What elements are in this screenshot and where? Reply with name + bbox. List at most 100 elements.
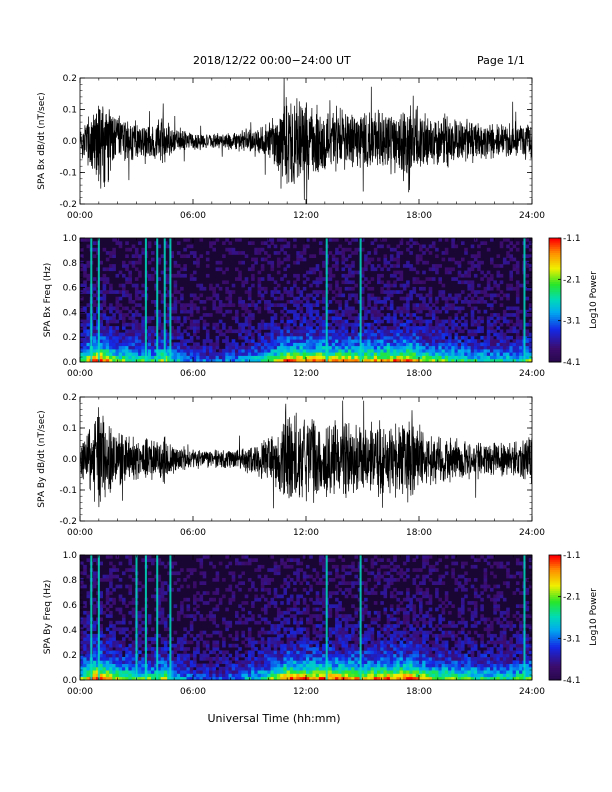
spectrogram-cell: [441, 352, 446, 356]
spectrogram-cell: [86, 617, 91, 622]
spectrogram-cell: [354, 355, 358, 360]
spectrogram-cell: [293, 342, 297, 347]
spectrogram-cell: [134, 342, 139, 347]
spectrogram-cell: [415, 339, 420, 343]
spectrogram-cell: [419, 280, 423, 285]
spectrogram-cell: [241, 630, 245, 635]
spectrogram-cell: [212, 286, 216, 291]
spectrogram-cell: [519, 326, 523, 330]
spectrogram-cell: [276, 660, 281, 664]
spectrogram-cell: [286, 558, 291, 562]
spectrogram-cell: [354, 319, 358, 324]
spectrogram-cell: [189, 348, 194, 353]
spectrogram-cell: [215, 660, 220, 664]
spectrogram-cell: [147, 345, 152, 350]
spectrogram-cell: [273, 666, 278, 671]
spectrogram-cell: [306, 348, 310, 353]
spectrogram-cell: [457, 280, 462, 285]
spectrogram-cell: [215, 355, 220, 360]
spectrogram-cell: [128, 568, 132, 572]
spectrogram-cell: [251, 643, 255, 648]
spectrogram-cell: [186, 640, 191, 645]
colorbar-segment: [549, 256, 561, 260]
spectrogram-cell: [218, 657, 223, 661]
spectrogram-cell: [525, 273, 530, 278]
spectrogram-cell: [102, 670, 107, 674]
spectrogram-cell: [419, 296, 423, 301]
spectrogram-cell: [115, 309, 120, 314]
spectrogram-cell: [289, 653, 294, 658]
spectrogram-cell: [344, 280, 349, 285]
spectrogram-cell: [141, 283, 145, 288]
spectrogram-cell: [215, 670, 220, 674]
spectrogram-cell: [273, 244, 278, 249]
spectrogram-cell: [496, 326, 501, 330]
spectrogram-cell: [273, 591, 278, 595]
spectrogram-cell: [490, 339, 494, 343]
spectrogram-cell: [480, 329, 484, 334]
spectrogram-cell: [238, 296, 242, 301]
spectrogram-cell: [260, 296, 265, 301]
spectrogram-cell: [131, 244, 136, 249]
spectrogram-cell: [183, 319, 187, 324]
spectrogram-cell: [270, 627, 275, 632]
spectrogram-cell: [364, 358, 368, 362]
spectrogram-cell: [147, 316, 152, 320]
spectrogram-cell: [299, 647, 304, 651]
spectrogram-cell: [280, 247, 284, 252]
spectrogram-cell: [409, 244, 413, 249]
spectrogram-cell: [425, 277, 430, 281]
spectrogram-cell: [464, 348, 468, 353]
spectrogram-cell: [209, 633, 213, 638]
spectrogram-cell: [496, 355, 501, 360]
spectrogram-cell: [189, 660, 194, 664]
spectrogram-cell: [289, 348, 294, 353]
spectrogram-cell: [170, 653, 174, 658]
spectrogram-cell: [157, 574, 162, 579]
spectrogram-cell: [99, 670, 103, 674]
spectrogram-cell: [222, 670, 226, 674]
spectrogram-cell: [102, 316, 107, 320]
spectrogram-cell: [461, 329, 465, 334]
spectrogram-cell: [118, 670, 123, 674]
spectrogram-cell: [151, 273, 155, 278]
spectrogram-cell: [331, 670, 336, 674]
spectrogram-cell: [102, 666, 107, 671]
spectrogram-cell: [80, 319, 84, 324]
spectrogram-cell: [306, 650, 310, 655]
spectrogram-cell: [380, 332, 384, 337]
spectrogram-cell: [280, 663, 284, 668]
spectrogram-cell: [244, 319, 249, 324]
spectrogram-cell: [86, 316, 91, 320]
y-tick-label: 0.2: [63, 393, 77, 403]
spectrogram-cell: [118, 663, 123, 668]
spectrogram-cell: [360, 300, 365, 304]
spectrogram-cell: [444, 251, 449, 255]
spectrogram-cell: [157, 597, 162, 602]
spectrogram-cell: [464, 342, 468, 347]
spectrogram-cell: [260, 607, 265, 612]
spectrogram-cell: [348, 296, 352, 301]
spectrogram-cell: [80, 630, 84, 635]
spectrogram-cell: [80, 335, 84, 340]
spectrogram-cell: [283, 587, 287, 592]
spectrogram-cell: [399, 335, 404, 340]
spectrogram-cell: [302, 574, 307, 579]
spectrogram-cell: [360, 286, 365, 291]
spectrogram-cell: [502, 352, 507, 356]
spectrogram-cell: [247, 633, 252, 638]
spectrogram-cell: [186, 348, 191, 353]
spectrogram-cell: [296, 335, 300, 340]
spectrogram-cell: [477, 260, 481, 265]
spectrogram-cell: [441, 306, 446, 311]
colorbar-segment: [549, 318, 561, 322]
spectrogram-cell: [86, 277, 91, 281]
spectrogram-cell: [131, 335, 136, 340]
spectrogram-cell: [86, 260, 91, 265]
spectrogram-cell: [209, 339, 213, 343]
spectrogram-cell: [360, 345, 365, 350]
spectrogram-cell: [273, 326, 278, 330]
spectrogram-cell: [264, 241, 268, 245]
spectrogram-cell: [128, 601, 132, 605]
spectrogram-cell: [477, 290, 481, 294]
